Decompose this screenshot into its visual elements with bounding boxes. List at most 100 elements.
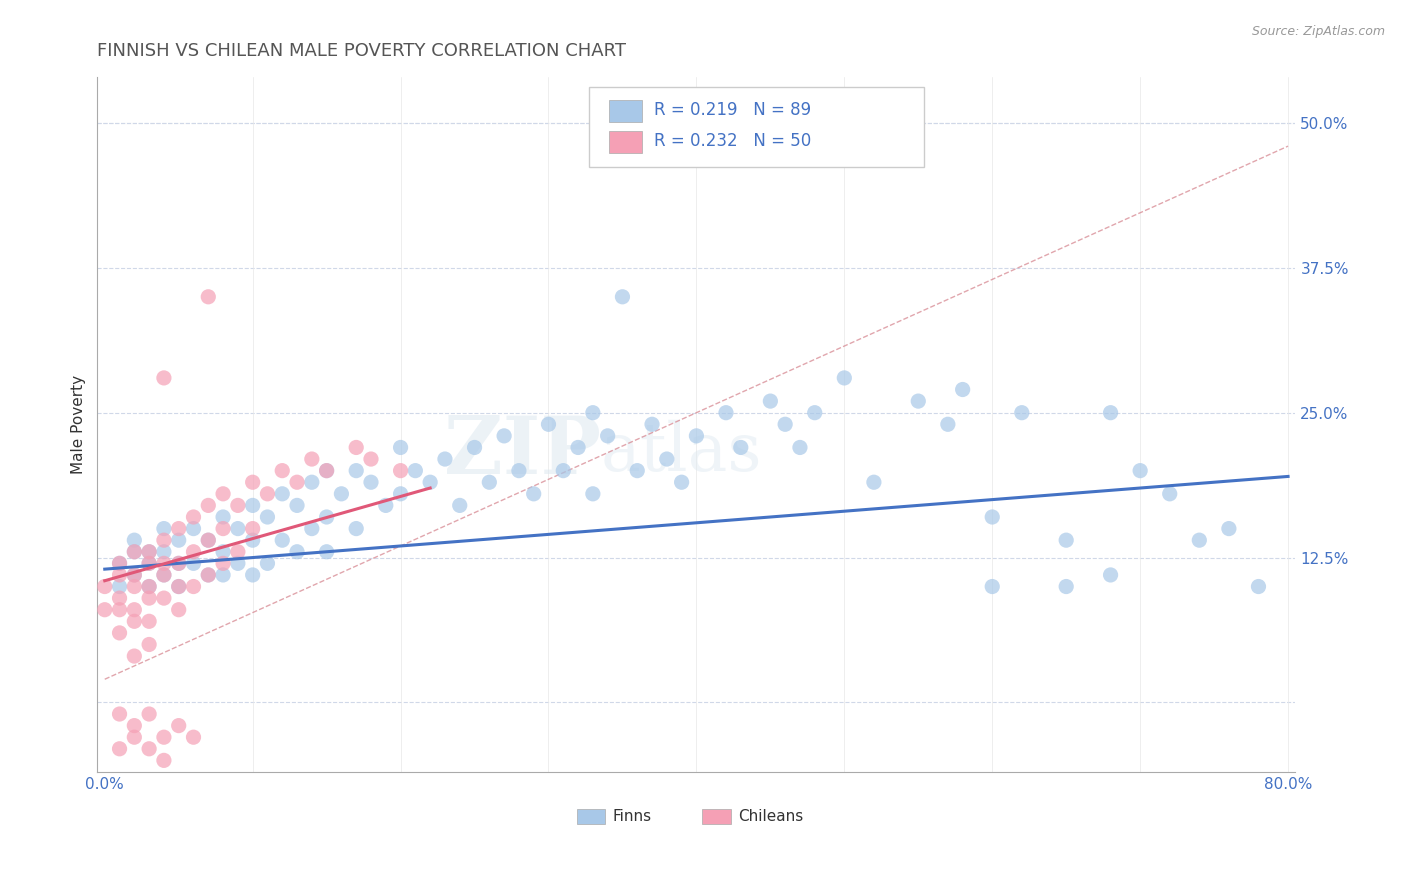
Text: atlas: atlas [600, 419, 762, 484]
Point [153, 568, 176, 582]
Point [153, 591, 176, 606]
Point [108, 741, 131, 756]
Point [834, 371, 856, 385]
Point [153, 753, 176, 767]
Point [138, 545, 160, 559]
Point [242, 568, 264, 582]
Point [242, 475, 264, 490]
Point [626, 464, 648, 478]
Point [197, 290, 219, 304]
Point [285, 475, 308, 490]
Point [952, 383, 974, 397]
Point [344, 464, 367, 478]
Point [271, 487, 294, 501]
Point [1099, 568, 1122, 582]
Point [212, 568, 235, 582]
Point [464, 441, 486, 455]
Point [759, 394, 782, 409]
Point [419, 475, 441, 490]
Point [685, 429, 707, 443]
Point [863, 475, 886, 490]
Point [138, 706, 160, 721]
Bar [609, 100, 643, 122]
Point [1054, 533, 1077, 548]
Point [212, 522, 235, 536]
Point [641, 417, 664, 432]
Point [167, 603, 190, 617]
Point [671, 475, 693, 490]
Point [344, 441, 367, 455]
Point [93, 603, 115, 617]
Point [197, 499, 219, 513]
Point [108, 557, 131, 571]
Point [789, 441, 811, 455]
Point [124, 649, 146, 664]
Point [108, 591, 131, 606]
Point [212, 545, 235, 559]
Point [1099, 406, 1122, 420]
Text: ZIP: ZIP [443, 413, 600, 491]
Point [124, 615, 146, 629]
Point [330, 487, 353, 501]
Point [226, 499, 249, 513]
Point [1011, 406, 1033, 420]
Bar [703, 809, 731, 824]
Point [936, 417, 959, 432]
Point [138, 580, 160, 594]
Point [153, 371, 176, 385]
Point [124, 568, 146, 582]
Point [389, 487, 412, 501]
Point [301, 475, 323, 490]
Point [138, 557, 160, 571]
Point [153, 522, 176, 536]
Point [582, 487, 605, 501]
Point [301, 522, 323, 536]
Text: R = 0.219   N = 89: R = 0.219 N = 89 [654, 101, 811, 119]
Point [226, 557, 249, 571]
Point [315, 545, 337, 559]
Point [124, 545, 146, 559]
Text: FINNISH VS CHILEAN MALE POVERTY CORRELATION CHART: FINNISH VS CHILEAN MALE POVERTY CORRELAT… [97, 42, 626, 60]
Point [197, 533, 219, 548]
Point [256, 557, 278, 571]
Point [183, 557, 205, 571]
Point [730, 441, 752, 455]
Point [1247, 580, 1270, 594]
Point [242, 499, 264, 513]
Point [167, 580, 190, 594]
Text: Finns: Finns [613, 809, 651, 824]
Point [596, 429, 619, 443]
Point [612, 290, 634, 304]
Point [138, 638, 160, 652]
Point [138, 591, 160, 606]
Point [389, 464, 412, 478]
Point [124, 718, 146, 732]
Point [124, 603, 146, 617]
Point [256, 487, 278, 501]
Point [567, 441, 589, 455]
Point [108, 568, 131, 582]
Point [212, 557, 235, 571]
Point [124, 545, 146, 559]
Point [714, 406, 737, 420]
Point [167, 533, 190, 548]
Point [863, 116, 886, 130]
Point [197, 568, 219, 582]
Point [271, 533, 294, 548]
Bar [609, 131, 643, 153]
Point [508, 464, 530, 478]
Point [242, 533, 264, 548]
Point [582, 406, 605, 420]
Point [108, 706, 131, 721]
Point [167, 557, 190, 571]
Point [655, 452, 678, 467]
Text: Chileans: Chileans [738, 809, 804, 824]
Point [138, 741, 160, 756]
Point [93, 580, 115, 594]
Point [271, 464, 294, 478]
FancyBboxPatch shape [589, 87, 924, 167]
Point [167, 580, 190, 594]
Point [315, 464, 337, 478]
Point [523, 487, 546, 501]
Point [138, 580, 160, 594]
